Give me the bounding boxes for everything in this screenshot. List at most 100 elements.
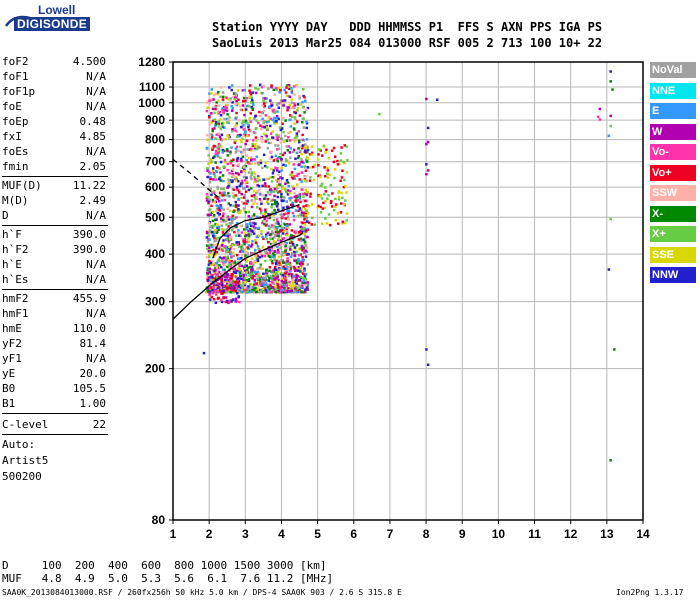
echo-point	[281, 199, 285, 203]
echo-point	[229, 203, 232, 207]
echo-point	[287, 211, 290, 215]
echo-point	[258, 278, 262, 281]
echo-point	[265, 238, 269, 241]
echo-point	[237, 290, 240, 294]
echo-point	[280, 258, 283, 262]
echo-point	[244, 108, 248, 111]
echo-point	[252, 189, 256, 193]
echo-point	[231, 168, 235, 171]
echo-point	[234, 194, 237, 197]
echo-point	[284, 119, 287, 122]
echo-point	[273, 199, 277, 202]
echo-point	[305, 160, 309, 163]
echo-point	[284, 182, 287, 185]
echo-point	[284, 289, 287, 292]
echo-point	[236, 253, 239, 257]
y-tick-label: 200	[145, 362, 165, 376]
echo-point	[237, 173, 241, 176]
echo-point	[275, 103, 279, 106]
echo-point	[303, 251, 306, 254]
echo-point	[287, 287, 290, 290]
echo-point	[266, 198, 270, 201]
echo-point	[298, 178, 301, 181]
echo-point	[317, 164, 320, 167]
echo-point	[598, 118, 602, 121]
echo-point	[271, 243, 274, 247]
echo-point	[219, 127, 223, 131]
echo-point	[231, 109, 234, 112]
echo-point	[297, 155, 300, 158]
echo-point	[287, 84, 291, 87]
echo-point	[230, 159, 233, 163]
echo-point	[281, 226, 284, 230]
echo-point	[303, 226, 306, 230]
echo-point	[302, 214, 306, 217]
autoscaling-line3: 500200	[2, 470, 42, 483]
echo-point	[285, 267, 288, 270]
echo-point	[267, 241, 270, 244]
echo-point	[242, 169, 246, 173]
echo-point	[278, 243, 281, 247]
echo-point	[298, 197, 302, 200]
echo-point	[240, 257, 243, 260]
echo-point	[279, 176, 282, 179]
echo-point	[256, 254, 260, 258]
profile-upper-curve	[212, 203, 300, 259]
echo-point	[226, 299, 229, 303]
echo-point	[249, 290, 253, 293]
echo-point	[276, 167, 279, 170]
echo-point	[244, 232, 247, 235]
echo-point	[217, 257, 221, 261]
echo-point	[293, 128, 296, 131]
echo-point	[274, 158, 277, 161]
echo-point	[215, 149, 218, 153]
echo-point	[216, 211, 220, 215]
echo-point	[286, 237, 289, 240]
echo-point	[262, 84, 266, 88]
echo-point	[264, 161, 268, 164]
echo-point	[326, 169, 330, 172]
param-row: B0 105.5	[2, 382, 106, 396]
echo-point	[219, 86, 223, 89]
echo-point	[343, 203, 346, 206]
echo-point	[296, 274, 299, 278]
echo-point	[277, 147, 281, 151]
echo-point	[227, 218, 231, 221]
echo-point	[281, 99, 285, 102]
echo-point	[256, 267, 259, 271]
echo-point	[255, 191, 258, 195]
echo-point	[225, 218, 228, 221]
echo-point	[219, 287, 223, 290]
echo-point	[262, 102, 266, 105]
echo-point	[269, 274, 272, 278]
echo-point	[245, 161, 248, 164]
param-value: 1.00	[79, 397, 107, 410]
echo-point	[249, 224, 253, 228]
echo-point	[250, 257, 254, 260]
echo-point	[234, 234, 238, 237]
echo-point	[251, 107, 255, 110]
echo-point	[282, 276, 286, 279]
echo-point	[230, 255, 233, 258]
echo-point	[232, 204, 235, 207]
param-row: MUF(D) 11.22	[2, 179, 106, 193]
echo-point	[285, 231, 289, 235]
echo-point	[292, 285, 295, 289]
echo-point	[296, 288, 299, 291]
param-key: D	[2, 209, 9, 222]
echo-point	[217, 275, 221, 279]
echo-point	[304, 158, 308, 161]
echo-point	[252, 202, 255, 205]
echo-point	[279, 246, 282, 250]
echo-point	[275, 178, 278, 182]
echo-point	[258, 188, 261, 192]
echo-point	[219, 289, 222, 293]
echo-point	[254, 241, 258, 244]
echo-point	[264, 114, 267, 117]
echo-point	[305, 250, 309, 254]
echo-point	[292, 250, 296, 254]
profile-curve	[172, 231, 304, 320]
echo-point	[277, 251, 281, 254]
echo-point	[247, 278, 251, 281]
echo-point	[236, 157, 240, 160]
